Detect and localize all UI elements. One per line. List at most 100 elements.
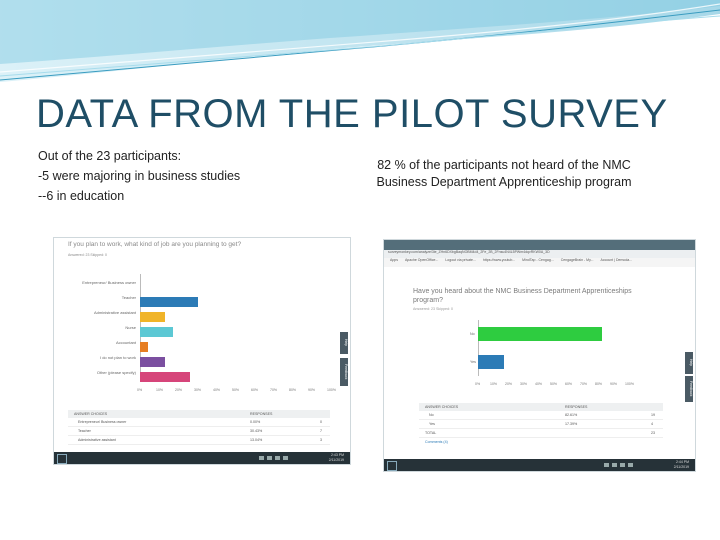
table-header: ANSWER CHOICES RESPONSES [419, 403, 663, 411]
bookmark-item[interactable]: Apps [390, 258, 398, 262]
table-cell: 13.04% [250, 438, 263, 442]
tick-label: 30% [194, 388, 202, 392]
slide-title: DATA FROM THE PILOT SURVEY [36, 92, 668, 136]
tick-label: 70% [580, 382, 588, 386]
windows-start-icon[interactable] [387, 461, 397, 471]
table-cell: 17.39% [565, 422, 578, 426]
help-tab[interactable]: Help [340, 332, 348, 354]
tick-label: 20% [505, 382, 513, 386]
table-row: Yes 17.39% 4 [419, 420, 663, 429]
clock-date: 2/11/2019 [673, 464, 689, 469]
bookmark-item[interactable]: Logout via private... [445, 258, 476, 262]
survey-question: If you plan to work, what kind of job ar… [68, 241, 242, 248]
table-cell: 7 [320, 429, 322, 433]
chart-bar[interactable] [140, 297, 198, 307]
table-cell: Administrative assistant [78, 438, 116, 442]
tick-label: 50% [232, 388, 240, 392]
tray-icon[interactable] [275, 456, 280, 460]
summary-line: Out of the 23 participants: [38, 149, 182, 163]
tick-label: 90% [308, 388, 316, 392]
summary-line: -5 were majoring in business studies [38, 169, 241, 183]
category-label: Entrepreneur/ Business owner [82, 280, 136, 285]
table-row: Administrative assistant 13.04% 3 [68, 436, 330, 445]
bookmark-item[interactable]: Apache OpenOffice... [404, 258, 439, 262]
table-row: Entrepreneur/ Business owner 0.00% 0 [68, 418, 330, 427]
help-tab[interactable]: Help [685, 352, 693, 374]
column-header[interactable]: RESPONSES [250, 412, 273, 416]
summary-line: --6 in education [38, 189, 125, 203]
tick-label: 70% [270, 388, 278, 392]
category-label: Other (please specify) [96, 370, 136, 375]
bookmark-item[interactable]: MindTap - Cengag... [522, 258, 554, 262]
survey-screenshot-job-plans: If you plan to work, what kind of job ar… [53, 237, 351, 465]
decorative-wave-banner [0, 0, 720, 82]
taskbar-clock[interactable]: 2:44 PM 2/11/2019 [674, 460, 689, 469]
tray-icon[interactable] [259, 456, 264, 460]
table-cell: 4 [651, 422, 653, 426]
table-row: Teacher 30.43% 7 [68, 427, 330, 436]
table-cell: 3 [320, 438, 322, 442]
table-cell: 0.00% [250, 420, 261, 424]
tick-label: 0% [137, 388, 143, 392]
tray-icon[interactable] [604, 463, 609, 467]
tick-label: 80% [289, 388, 297, 392]
bookmark-item[interactable]: Account | Demoda... [600, 258, 633, 262]
windows-start-icon[interactable] [57, 454, 67, 464]
tick-label: 80% [595, 382, 603, 386]
feedback-tab[interactable]: Feedback [685, 376, 693, 402]
chart-bar[interactable] [140, 327, 174, 337]
clock-date: 2/11/2019 [328, 457, 344, 462]
table-row: TOTAL 23 [419, 429, 663, 438]
browser-tab-bar [384, 240, 695, 250]
taskbar-clock[interactable]: 2:43 PM 2/11/2019 [329, 453, 344, 462]
tick-label: 100% [625, 382, 634, 386]
tick-label: 0% [475, 382, 481, 386]
clock-time: 2:44 PM [675, 460, 689, 464]
table-cell: 19 [651, 413, 655, 417]
chart-bar[interactable] [140, 312, 165, 322]
chart-bar[interactable] [140, 357, 165, 367]
taskbar: 2:43 PM 2/11/2019 [54, 452, 350, 464]
table-cell: 0 [320, 420, 322, 424]
address-bar[interactable]: surveymonkey.com/analyze/3ie_ZHn6DXbgBaq… [384, 250, 695, 258]
participants-summary: Out of the 23 participants: -5 were majo… [38, 146, 240, 206]
bookmarks-bar: Apps Apache OpenOffice... Logout via pri… [384, 258, 695, 267]
awareness-summary: 82 % of the participants not heard of th… [376, 158, 632, 189]
taskbar: 2:44 PM 2/11/2019 [384, 459, 695, 471]
tick-label: 40% [535, 382, 543, 386]
category-label: Nurse [125, 325, 136, 330]
survey-answered-count: Answered: 23 Skipped: 0 [68, 253, 107, 257]
column-header[interactable]: ANSWER CHOICES [74, 412, 108, 416]
bookmark-item[interactable]: https://www.youtub... [482, 258, 516, 262]
tray-icon[interactable] [612, 463, 617, 467]
feedback-tab[interactable]: Feedback [340, 358, 348, 386]
table-cell: Yes [429, 422, 435, 426]
answer-table: ANSWER CHOICES RESPONSES No 82.61% 19 Ye… [419, 403, 663, 447]
tray-icon[interactable] [620, 463, 625, 467]
table-header: ANSWER CHOICES RESPONSES [68, 410, 330, 418]
tick-label: 10% [156, 388, 164, 392]
category-label: No [470, 332, 475, 336]
tray-icon[interactable] [628, 463, 633, 467]
chart-axis [478, 320, 479, 376]
table-cell: 82.61% [565, 413, 578, 417]
chart-bar[interactable] [478, 355, 505, 369]
chart-bar[interactable] [478, 327, 602, 341]
category-label: Teacher [121, 295, 136, 300]
bookmark-item[interactable]: CengageBrain - My... [560, 258, 594, 262]
column-header[interactable]: ANSWER CHOICES [425, 405, 459, 409]
comments-link[interactable]: Comments (4) [425, 440, 448, 444]
table-cell: TOTAL [425, 431, 437, 435]
column-header[interactable]: RESPONSES [565, 405, 588, 409]
chart-bar[interactable] [140, 342, 149, 352]
tick-label: 60% [565, 382, 573, 386]
chart-bar[interactable] [140, 372, 190, 382]
tray-icon[interactable] [283, 456, 288, 460]
tray-icon[interactable] [267, 456, 272, 460]
survey-question: Have you heard about the NMC Business De… [413, 288, 632, 304]
survey-answered-count: Answered: 23 Skipped: 0 [413, 307, 453, 311]
category-label: Yes [470, 360, 476, 364]
category-label: I do not plan to work [99, 355, 136, 360]
tick-label: 60% [251, 388, 259, 392]
clock-time: 2:43 PM [330, 453, 344, 457]
